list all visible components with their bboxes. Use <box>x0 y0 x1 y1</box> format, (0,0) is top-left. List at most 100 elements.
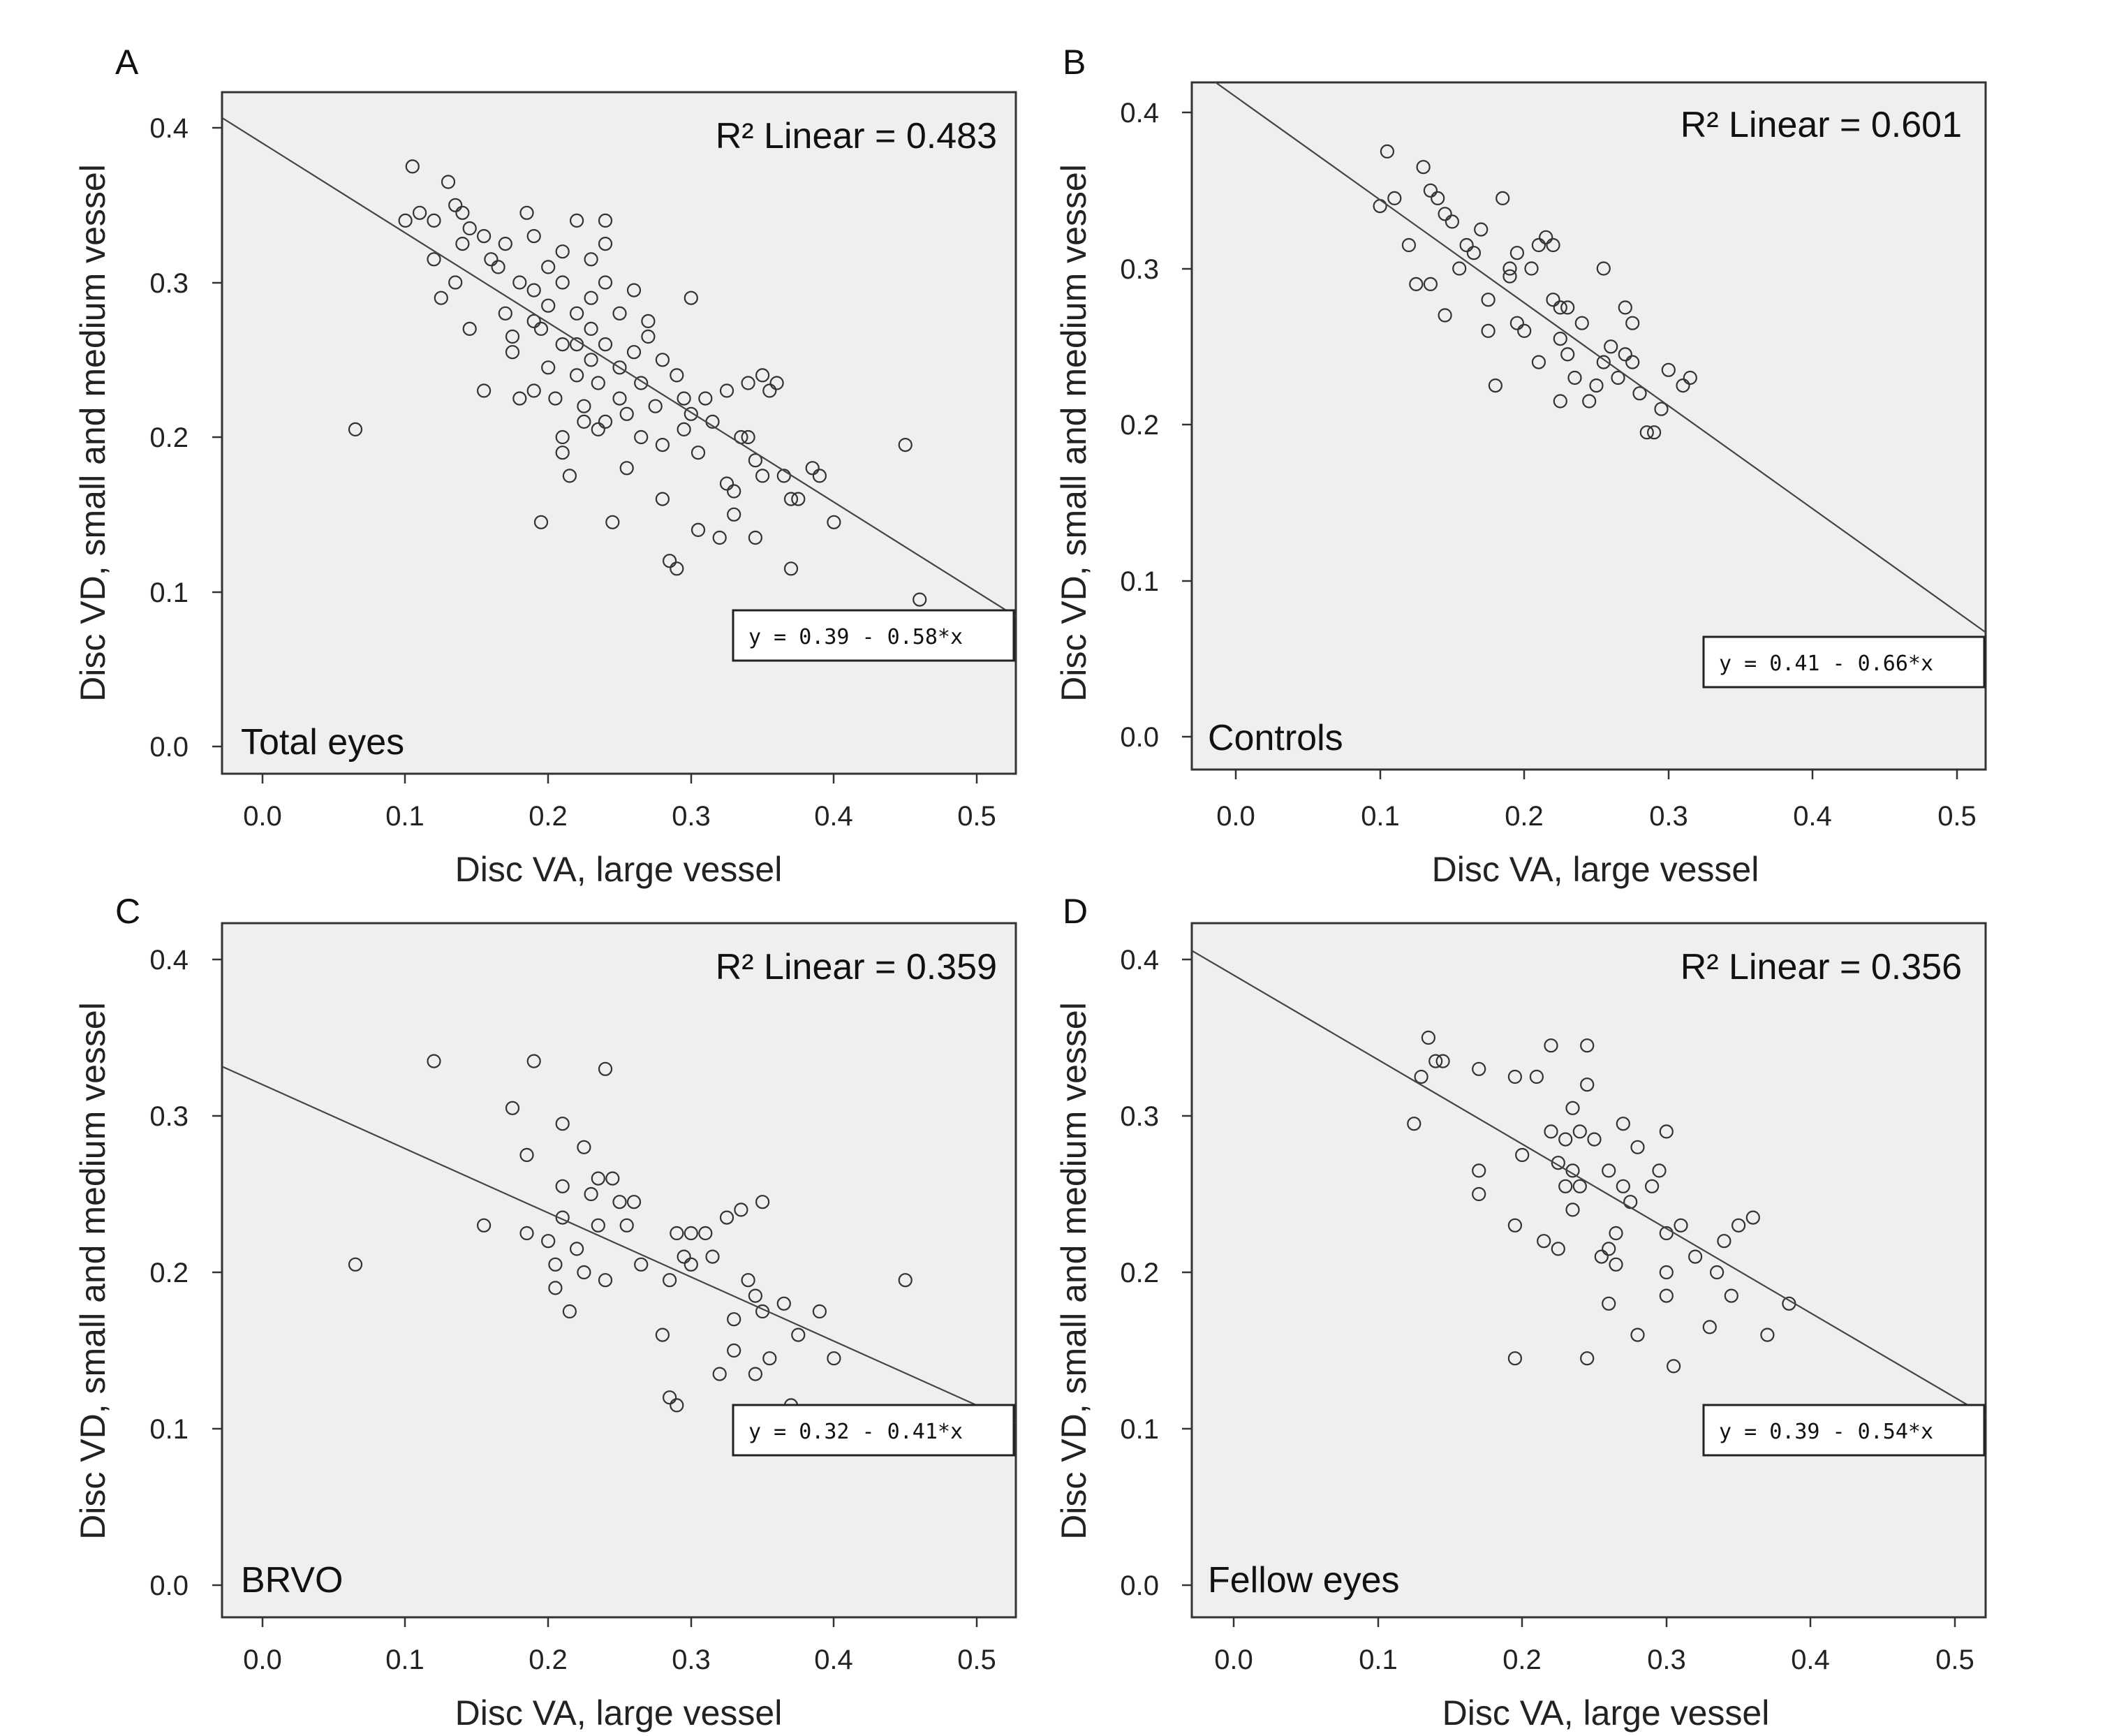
x-tick-label: 0.1 <box>1359 1645 1398 1675</box>
data-point <box>1423 277 1438 291</box>
data-point <box>698 1226 713 1241</box>
data-point <box>1567 370 1582 385</box>
x-tick-label: 0.5 <box>957 1645 996 1675</box>
data-point <box>791 1327 806 1342</box>
data-point <box>898 437 913 453</box>
data-point <box>584 353 598 367</box>
data-point <box>1602 1242 1616 1256</box>
data-point <box>898 1273 913 1288</box>
data-point <box>577 414 591 429</box>
data-point <box>598 414 613 429</box>
y-tick-label: 0.3 <box>1120 1101 1159 1132</box>
x-tick-label: 0.2 <box>1505 801 1544 832</box>
data-point <box>1717 1234 1731 1249</box>
data-point <box>584 1186 598 1202</box>
equation-box <box>1702 635 1986 689</box>
data-point <box>526 383 541 398</box>
data-point <box>1537 1234 1551 1249</box>
x-tick-label: 0.3 <box>672 1645 711 1675</box>
data-point <box>448 198 463 212</box>
data-point <box>1546 293 1560 307</box>
data-point <box>548 1281 563 1295</box>
data-point <box>526 229 541 244</box>
x-axis-title: Disc VA, large vessel <box>1442 1693 1770 1733</box>
data-point <box>1731 1218 1746 1233</box>
data-point <box>533 321 549 336</box>
data-point <box>755 469 770 483</box>
data-point <box>555 429 570 445</box>
data-point <box>476 229 492 244</box>
data-point <box>591 1218 605 1233</box>
data-point <box>634 1257 649 1272</box>
data-point <box>1702 1320 1717 1334</box>
data-point <box>1647 425 1662 440</box>
data-point <box>727 484 741 499</box>
equation-box <box>1702 1404 1986 1457</box>
data-point <box>598 213 613 228</box>
data-point <box>1474 222 1489 237</box>
data-point <box>1423 183 1438 198</box>
data-point <box>1438 308 1452 323</box>
x-axis-title: Disc VA, large vessel <box>455 850 783 889</box>
data-point <box>741 376 755 390</box>
x-axis-title: Disc VA, large vessel <box>455 1693 783 1733</box>
data-point <box>727 1312 741 1327</box>
data-point <box>569 213 584 228</box>
data-point <box>812 469 827 483</box>
y-axis-title: Disc VD, small and medium vessel <box>1054 164 1093 702</box>
data-point <box>1539 230 1553 244</box>
y-tick-label: 0.1 <box>1120 1414 1159 1445</box>
data-point <box>519 1226 534 1241</box>
y-tick-label: 0.3 <box>1120 254 1159 285</box>
data-point <box>526 1054 541 1068</box>
data-point <box>1596 355 1611 369</box>
data-point <box>670 1398 684 1413</box>
y-ticks: 0.0 0.1 0.2 0.3 0.4 <box>149 945 222 1601</box>
data-point <box>1431 191 1445 205</box>
data-point <box>434 290 448 305</box>
group-label: Total eyes <box>241 722 404 763</box>
x-tick-label: 0.0 <box>1214 1645 1253 1675</box>
data-point <box>1574 316 1589 330</box>
data-point <box>505 1101 520 1115</box>
data-point <box>1553 394 1567 409</box>
panel-letter: D <box>1063 892 1088 931</box>
data-point <box>512 275 527 290</box>
data-point <box>670 561 684 576</box>
data-point <box>712 1367 727 1381</box>
data-point <box>548 1257 563 1272</box>
data-point <box>1531 237 1546 253</box>
data-point <box>1630 1140 1645 1154</box>
data-point <box>584 252 598 267</box>
data-point <box>1553 332 1567 346</box>
data-point <box>548 391 563 406</box>
data-point <box>698 391 713 406</box>
data-point <box>1472 1186 1486 1202</box>
data-point <box>1625 355 1640 369</box>
data-point <box>348 422 363 437</box>
y-tick-label: 0.4 <box>1120 98 1159 128</box>
x-tick-label: 0.0 <box>1216 801 1255 832</box>
data-point <box>1551 1156 1565 1170</box>
data-point <box>569 368 584 383</box>
data-point <box>555 275 570 290</box>
data-point <box>584 321 598 336</box>
x-tick-label: 0.5 <box>1935 1645 1974 1675</box>
group-label: Fellow eyes <box>1208 1560 1400 1601</box>
data-point <box>1551 1242 1565 1256</box>
data-point <box>626 345 642 360</box>
data-point <box>641 314 656 328</box>
x-tick-label: 0.5 <box>1937 801 1977 832</box>
y-tick-label: 0.0 <box>149 1571 189 1601</box>
data-point <box>348 1257 363 1272</box>
data-point <box>1565 1101 1580 1115</box>
data-point <box>641 329 656 344</box>
data-point <box>1654 402 1669 416</box>
data-point <box>1387 191 1402 205</box>
data-point <box>1507 1218 1522 1233</box>
data-point <box>1724 1288 1738 1303</box>
data-point <box>684 406 698 421</box>
y-ticks: 0.0 0.1 0.2 0.3 0.4 <box>1120 945 1192 1601</box>
x-tick-label: 0.2 <box>1502 1645 1542 1675</box>
data-point <box>1481 323 1496 338</box>
